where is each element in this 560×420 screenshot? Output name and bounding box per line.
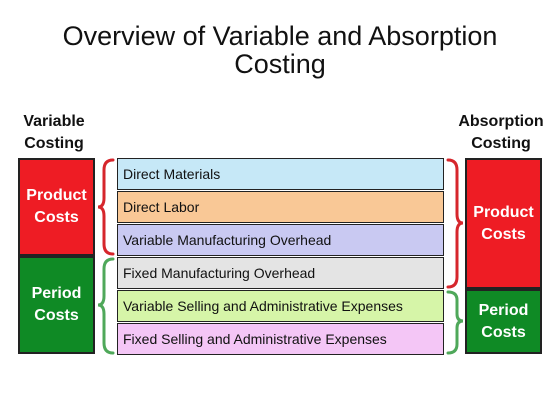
absorption-costing-header: Absorption Costing [458,113,544,152]
row-fixed-selling-admin: Fixed Selling and Administrative Expense… [117,323,444,355]
left-period-bracket [97,257,115,355]
left-period-costs-box: Period Costs [18,256,95,354]
left-product-costs-box: Product Costs [18,158,95,256]
row-variable-manufacturing-overhead: Variable Manufacturing Overhead [117,224,444,256]
row-direct-materials: Direct Materials [117,158,444,190]
row-fixed-manufacturing-overhead: Fixed Manufacturing Overhead [117,257,444,289]
variable-costing-header: Variable Costing [23,113,85,152]
left-product-bracket [97,158,115,256]
row-direct-labor: Direct Labor [117,191,444,223]
row-variable-selling-admin: Variable Selling and Administrative Expe… [117,290,444,322]
right-period-costs-box: Period Costs [465,289,542,354]
right-product-bracket [446,158,464,289]
right-period-bracket [446,290,464,355]
right-product-costs-box: Product Costs [465,158,542,289]
diagram-title: Overview of Variable and Absorption Cost… [62,21,498,79]
